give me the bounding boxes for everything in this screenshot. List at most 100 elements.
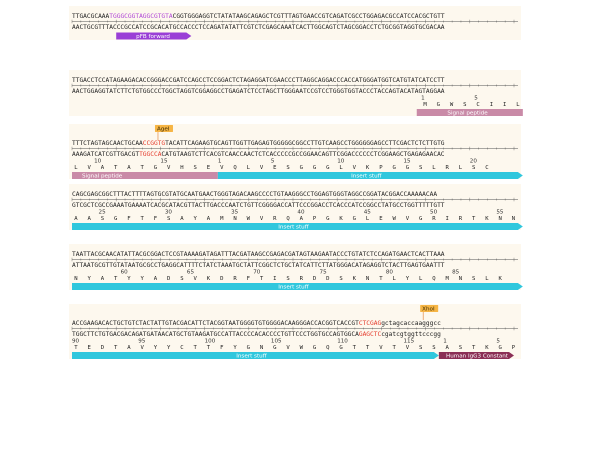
- amino-acid: L: [516, 102, 520, 108]
- amino-acid: G: [437, 102, 441, 108]
- residue-number: 15: [404, 159, 412, 165]
- sequence-block: AgeI TTTCTAGTAGCAACTGCAACCGGTGTACATTCAGAA…: [69, 124, 523, 179]
- amino-acid: L: [339, 165, 343, 171]
- block-band: [69, 70, 521, 116]
- amino-acid: F: [247, 276, 251, 282]
- feature-bar[interactable]: [72, 223, 523, 230]
- amino-acid: Y: [194, 216, 198, 222]
- residue-number: 55: [496, 210, 504, 216]
- residue-number: 10: [94, 159, 102, 165]
- amino-acid: Q: [233, 165, 237, 171]
- top-strand: TAATTACGCAACATATTACGCGGACTCCGTAAAAGATAGA…: [72, 251, 445, 258]
- residue-number: 5: [496, 339, 500, 345]
- residue-number: 10: [337, 159, 345, 165]
- sequence-block: TTGACGCAAATGGGCGGTAGGCGTGTACGGTGGGAGGTCT…: [69, 6, 521, 40]
- feature-label: Human IgG3 Constant: [446, 353, 509, 359]
- amino-acid: G: [114, 216, 118, 222]
- bottom-strand: ATTAATGCGTTGTATAATGCGCCTGAGGCATTTTCTATCT…: [72, 262, 445, 269]
- amino-acid: T: [353, 345, 357, 351]
- amino-acid: S: [194, 165, 197, 171]
- amino-acid: G: [326, 216, 330, 222]
- amino-acid: G: [273, 345, 277, 351]
- top-strand-segment: CGGTGGGAGGTCTATATAAGCAGAGCTCGTTTAGTGAACC…: [173, 13, 445, 20]
- amino-acid: K: [485, 345, 489, 351]
- amino-acid: M: [423, 102, 427, 108]
- sequence-block: TAATTACGCAACATATTACGCGGACTCCGTAAAAGATAGA…: [69, 244, 523, 290]
- amino-acid: H: [180, 165, 183, 171]
- residue-number: 1: [443, 339, 447, 345]
- amino-acid: T: [207, 345, 211, 351]
- amino-acid: N: [499, 216, 502, 222]
- top-strand-segment: TTGACGCAAA: [72, 13, 110, 20]
- bottom-strand-segment: GTCGCTCGCCGAAATGAAAATCACGCATACGTTACTTGAC…: [72, 202, 445, 209]
- residue-number: 40: [297, 210, 305, 216]
- amino-acid: N: [260, 345, 263, 351]
- amino-acid: K: [207, 276, 211, 282]
- residue-number: 95: [138, 339, 146, 345]
- feature-bar[interactable]: [72, 283, 523, 290]
- amino-acid: E: [379, 216, 383, 222]
- amino-acid: S: [472, 276, 475, 282]
- amino-acid: V: [379, 345, 383, 351]
- feature-bar[interactable]: [116, 32, 192, 40]
- amino-acid: Q: [432, 276, 436, 282]
- amino-acid: V: [406, 345, 410, 351]
- amino-acid: V: [141, 345, 145, 351]
- residue-number: 100: [205, 339, 216, 345]
- amino-acid: G: [339, 345, 343, 351]
- residue-number: 90: [72, 339, 80, 345]
- amino-acid: V: [194, 276, 198, 282]
- amino-acid: S: [459, 345, 462, 351]
- amino-acid: V: [353, 165, 357, 171]
- amino-acid: T: [392, 345, 396, 351]
- enzyme-label[interactable]: XhoI: [422, 306, 435, 312]
- feature-label: pFB forward: [136, 34, 170, 40]
- amino-acid: K: [485, 216, 489, 222]
- enzyme-label-box[interactable]: [154, 125, 173, 132]
- amino-acid: S: [432, 345, 435, 351]
- residue-number: 20: [470, 159, 478, 165]
- top-strand-segment: CAGCGAGCGGCTTTACTTTTAGTGCGTATGCAATGAACTG…: [72, 191, 437, 198]
- amino-acid: S: [286, 276, 289, 282]
- feature-bar[interactable]: [72, 352, 439, 359]
- amino-acid: G: [300, 165, 304, 171]
- bottom-strand: GTCGCTCGCCGAAATGAAAATCACGCATACGTTACTTGAC…: [72, 202, 445, 209]
- amino-acid: L: [459, 165, 463, 171]
- amino-acid: Y: [141, 276, 145, 282]
- amino-acid: G: [313, 165, 317, 171]
- amino-acid: A: [101, 276, 105, 282]
- residue-number: 85: [452, 270, 460, 276]
- amino-acid: R: [459, 216, 463, 222]
- amino-acid: E: [273, 165, 277, 171]
- amino-acid: R: [273, 216, 277, 222]
- feature-bar[interactable]: [217, 172, 523, 179]
- bottom-strand-segment: GAGCTC: [359, 331, 382, 338]
- feature-bar[interactable]: [416, 109, 523, 116]
- amino-acid: V: [220, 165, 224, 171]
- amino-acid: S: [167, 216, 170, 222]
- feature-bar[interactable]: [72, 172, 218, 179]
- amino-acid: S: [472, 165, 475, 171]
- amino-acid: A: [87, 216, 91, 222]
- amino-acid: N: [233, 216, 236, 222]
- bottom-strand-segment: AACTGGAGGTATCTTCTGTGGCCCTGGCTAGGTCGGAGGC…: [72, 88, 445, 95]
- amino-acid: S: [419, 345, 422, 351]
- amino-acid: V: [260, 216, 264, 222]
- feature-bar[interactable]: [438, 352, 514, 359]
- amino-acid: S: [419, 165, 422, 171]
- enzyme-label[interactable]: AgeI: [157, 126, 170, 132]
- residue-number: 5: [271, 159, 275, 165]
- amino-acid: R: [233, 276, 237, 282]
- amino-acid: W: [450, 102, 454, 108]
- amino-acid: F: [220, 345, 224, 351]
- top-strand-segment: CCGGTG: [143, 140, 166, 147]
- amino-acid: A: [127, 165, 131, 171]
- enzyme-label-box[interactable]: [420, 305, 439, 312]
- amino-acid: M: [220, 216, 224, 222]
- sequence-block: CAGCGAGCGGCTTTACTTTTAGTGCGTATGCAATGAACTG…: [69, 184, 523, 230]
- top-strand-segment: TGGGCGGTAGGCGTGTA: [109, 13, 173, 20]
- amino-acid: P: [379, 165, 383, 171]
- residue-number: 25: [99, 210, 107, 216]
- amino-acid: A: [101, 165, 105, 171]
